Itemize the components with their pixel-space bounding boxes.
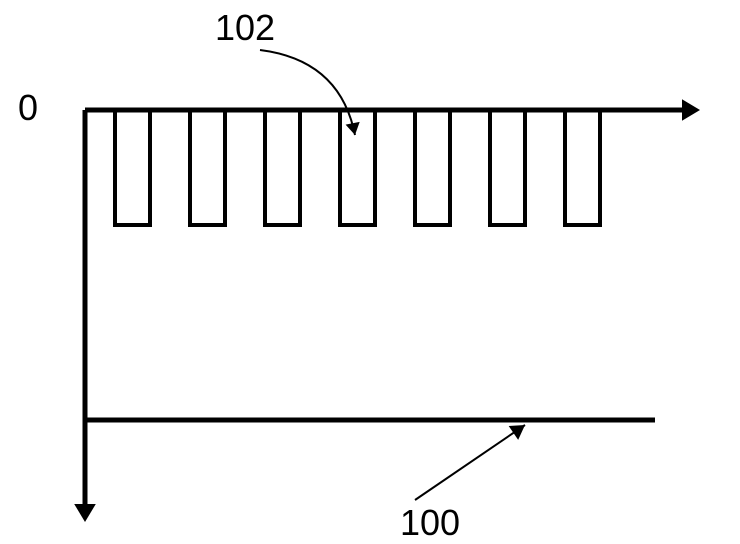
origin-label: 0	[18, 87, 38, 128]
constant-callout-label: 100	[400, 502, 460, 543]
signal-callout-label: 102	[215, 7, 275, 48]
signal-diagram: 0 102 100	[0, 0, 740, 544]
